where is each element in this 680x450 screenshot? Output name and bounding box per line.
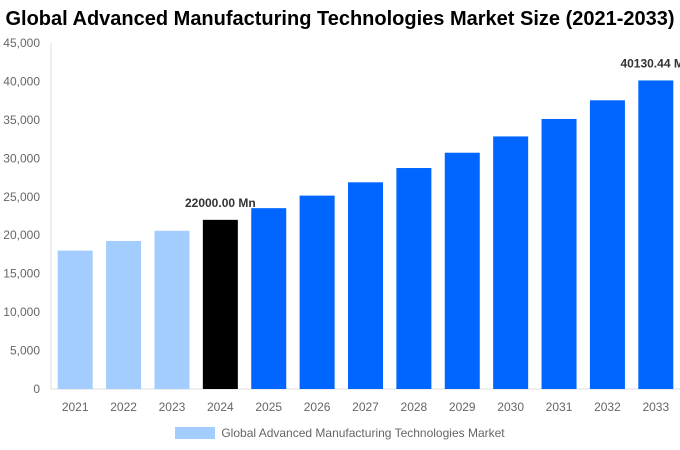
bar-2032 [589,100,625,389]
bar-2031 [541,118,577,390]
legend-swatch [175,427,216,439]
legend-label: Global Advanced Manufacturing Technologi… [221,426,505,440]
y-tick-label: 15,000 [3,267,40,281]
x-tick-label: 2026 [304,400,331,414]
x-tick-label: 2024 [207,400,234,414]
y-tick-label: 45,000 [3,36,40,50]
x-tick-label: 2032 [594,400,621,414]
x-tick-label: 2025 [255,400,282,414]
x-tick-label: 2023 [159,400,186,414]
y-tick-label: 30,000 [3,151,40,165]
bar-2033 [638,80,674,390]
y-tick-label: 10,000 [3,305,40,319]
bar-2028 [396,168,432,389]
bar-2023 [154,230,190,389]
bar-2027 [348,182,383,389]
data-label: 22000.00 Mn [185,196,256,210]
x-tick-label: 2021 [62,400,89,414]
x-tick-label: 2027 [352,400,379,414]
x-tick-label: 2029 [449,400,476,414]
bar-2022 [106,240,142,389]
bar-2026 [299,195,335,389]
chart-title: Global Advanced Manufacturing Technologi… [5,8,675,30]
y-tick-label: 35,000 [3,113,40,127]
x-tick-label: 2031 [546,400,573,414]
bar-2021 [57,250,93,389]
y-tick-label: 20,000 [3,228,40,242]
x-tick-label: 2030 [497,400,524,414]
x-tick-label: 2022 [110,400,137,414]
bar-2025 [251,208,287,389]
y-tick-label: 0 [33,382,40,396]
x-tick-label: 2028 [401,400,428,414]
y-tick-label: 25,000 [3,190,40,204]
bar-2024 [202,219,238,389]
bar-2030 [493,136,529,389]
y-tick-label: 5,000 [10,344,40,358]
x-tick-label: 2033 [642,400,669,414]
legend[interactable]: Global Advanced Manufacturing Technologi… [0,426,680,440]
data-label: 40130.44 Mn [620,56,680,70]
bar-2029 [444,152,480,389]
y-tick-label: 40,000 [3,74,40,88]
